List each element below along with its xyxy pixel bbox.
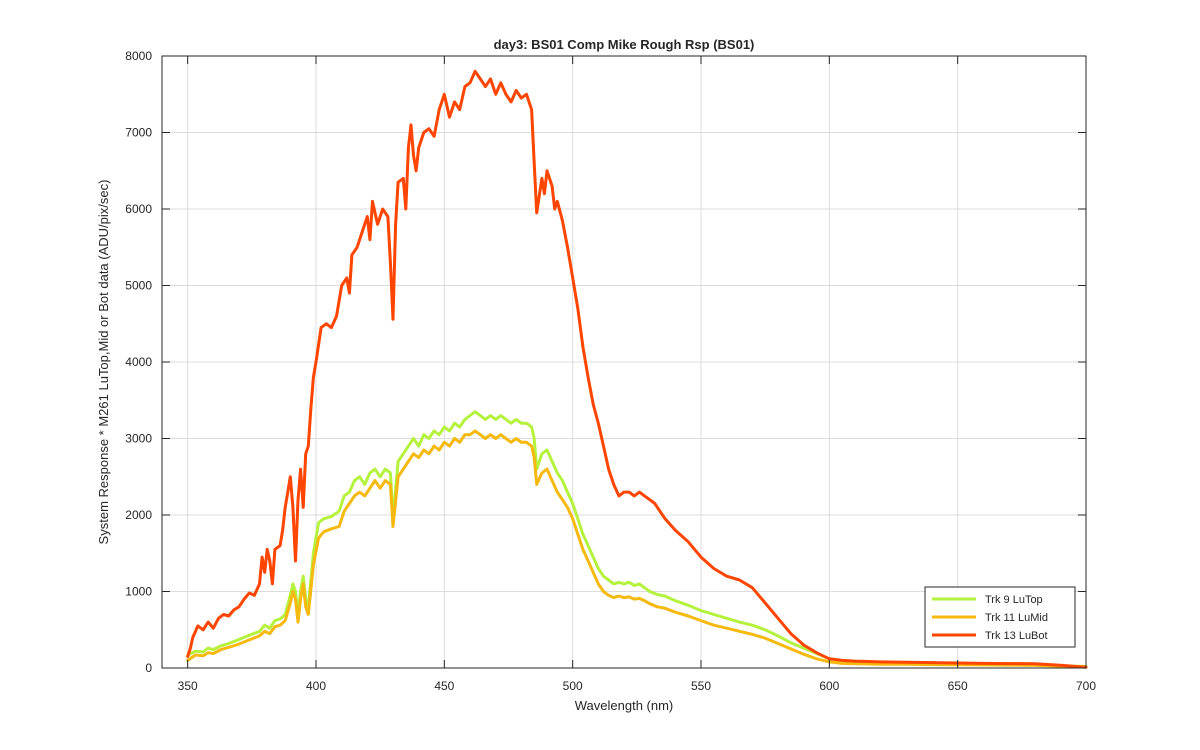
x-tick-label: 700 xyxy=(1076,679,1096,693)
axis-ticks: 350 400 450 500 550 600 650 7000100020003000400… xyxy=(125,49,1096,693)
legend-label-trk11: Trk 11 LuMid xyxy=(985,612,1048,624)
series-line-2 xyxy=(186,69,1088,669)
y-tick-label: 4000 xyxy=(125,355,152,369)
x-tick-label: 400 xyxy=(306,679,326,693)
x-tick-label: 450 xyxy=(434,679,454,693)
series-lines xyxy=(186,69,1088,669)
x-tick-label: 350 xyxy=(178,679,198,693)
x-axis-label: Wavelength (nm) xyxy=(575,698,674,713)
y-axis-label: System Response * M261 LuTop,Mid or Bot … xyxy=(96,180,111,545)
legend-label-trk13: Trk 13 LuBot xyxy=(985,630,1048,642)
legend-label-trk9: Trk 9 LuTop xyxy=(985,594,1043,606)
x-tick-label: 500 xyxy=(563,679,583,693)
series-line-1 xyxy=(186,429,1088,669)
y-tick-label: 2000 xyxy=(125,508,152,522)
y-tick-label: 1000 xyxy=(125,585,152,599)
y-tick-label: 6000 xyxy=(125,202,152,216)
x-tick-label: 600 xyxy=(819,679,839,693)
chart-title: day3: BS01 Comp Mike Rough Rsp (BS01) xyxy=(494,37,755,52)
y-tick-label: 7000 xyxy=(125,126,152,140)
x-tick-label: 650 xyxy=(948,679,968,693)
y-tick-label: 3000 xyxy=(125,432,152,446)
y-tick-label: 0 xyxy=(145,661,152,675)
y-tick-label: 8000 xyxy=(125,49,152,63)
legend: Trk 9 LuTop Trk 11 LuMid Trk 13 LuBot xyxy=(924,586,1076,648)
x-tick-label: 550 xyxy=(691,679,711,693)
y-tick-label: 5000 xyxy=(125,279,152,293)
